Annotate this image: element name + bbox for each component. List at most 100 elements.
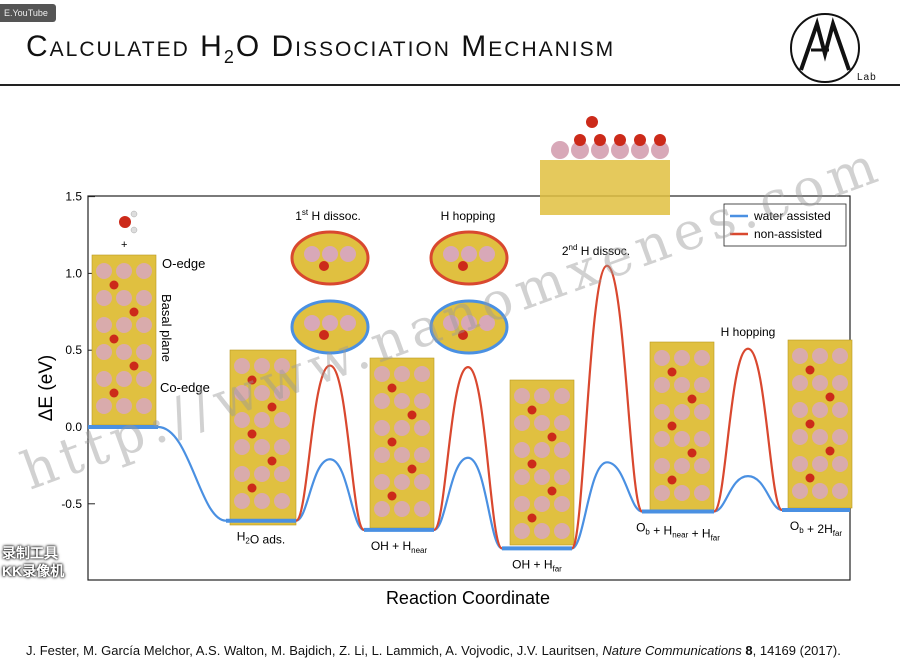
metal-atom [832,456,848,472]
metal-atom [554,523,570,539]
metal-atom [654,377,670,393]
state-label: Ob + Hnear + Hfar [636,520,720,542]
metal-atom [812,375,828,391]
metal-atom [136,371,152,387]
metal-atom [96,317,112,333]
inset-atom [461,246,477,262]
oxygen-atom [109,334,119,344]
metal-atom [694,431,710,447]
metal-atom [534,523,550,539]
metal-atom [674,485,690,501]
title-prefix: Calculated H [26,30,224,63]
oxygen-atom [667,421,677,431]
metal-atom [792,402,808,418]
annotations: 1st H dissoc. H hopping 2nd H dissoc. H hop… [295,208,775,339]
metal-atom [374,474,390,490]
citation-volume: 8 [745,643,753,658]
legend-label: water assisted [753,209,831,223]
inset-atom [443,246,459,262]
metal-atom [96,290,112,306]
metal-atom [674,377,690,393]
oxygen-atom [825,392,835,402]
oxygen-atom [387,437,397,447]
metal-atom [116,263,132,279]
metal-atom [96,398,112,414]
metal-atom [96,344,112,360]
metal-atom [514,523,530,539]
structure-label: Co-edge [160,380,210,395]
perspective-atom [611,141,629,159]
metal-atom [374,447,390,463]
annotation-label: 2nd H dissoc. [562,243,630,258]
metal-atom [812,456,828,472]
metal-atom [832,348,848,364]
inset-oxygen-atom [319,261,329,271]
non-assisted-barrier [432,365,504,550]
oxygen-atom [527,459,537,469]
citation: J. Fester, M. García Melchor, A.S. Walto… [26,643,841,658]
metal-atom [554,469,570,485]
non-assisted-barrier [294,364,366,532]
metal-atom [674,350,690,366]
inset-oxygen-atom [458,261,468,271]
perspective-slab [540,160,670,215]
metal-atom [414,501,430,517]
metal-atom [554,388,570,404]
oxygen-atom [527,405,537,415]
metal-atom [394,501,410,517]
perspective-atom [631,141,649,159]
state-label: H2O ads. [237,530,285,547]
inset-atom [479,315,495,331]
metal-atom [136,398,152,414]
y-tick-label: 1.5 [65,190,82,204]
metal-atom [274,439,290,455]
metal-atom [554,496,570,512]
oxygen-atom [825,446,835,456]
oxygen-atom [687,394,697,404]
legend-label: non-assisted [754,227,822,241]
metal-atom [254,358,270,374]
metal-atom [534,469,550,485]
slab-structure [509,379,575,546]
metal-atom [234,439,250,455]
youtube-badge[interactable]: E.YouTube [0,4,56,22]
citation-journal: Nature Communications [602,643,742,658]
recorder-watermark: 录制工具 KK录像机 [2,544,98,582]
metal-atom [274,412,290,428]
citation-rest: , 14169 (2017). [752,643,841,658]
inset-atom [443,315,459,331]
perspective-oxygen [574,134,586,146]
inset-atom [461,315,477,331]
series-curves [157,264,784,550]
page-title: Calculated H2O Dissociation Mechanism [26,30,615,68]
oxygen-atom [667,367,677,377]
water-assisted-barrier [713,475,783,513]
metal-atom [514,496,530,512]
oxygen-atom [687,448,697,458]
metal-atom [654,458,670,474]
y-tick-label: -0.5 [61,497,82,511]
perspective-atom [551,141,569,159]
metal-atom [674,458,690,474]
metal-atom [254,412,270,428]
inset-atom [479,246,495,262]
state-label: OH + Hfar [512,557,562,573]
metal-atom [832,375,848,391]
perspective-atom [571,141,589,159]
metal-atom [374,366,390,382]
metal-atom [792,429,808,445]
metal-atom [234,412,250,428]
metal-atom [832,483,848,499]
metal-atom [832,402,848,418]
metal-atom [694,350,710,366]
metal-atom [234,358,250,374]
molecule-structures: + O-edge Basal plane Co-edge [91,116,853,546]
metal-atom [792,375,808,391]
metal-atom [812,483,828,499]
metal-atom [116,317,132,333]
metal-atom [136,290,152,306]
metal-atom [274,493,290,509]
metal-atom [694,485,710,501]
non-assisted-barrier [712,347,784,513]
